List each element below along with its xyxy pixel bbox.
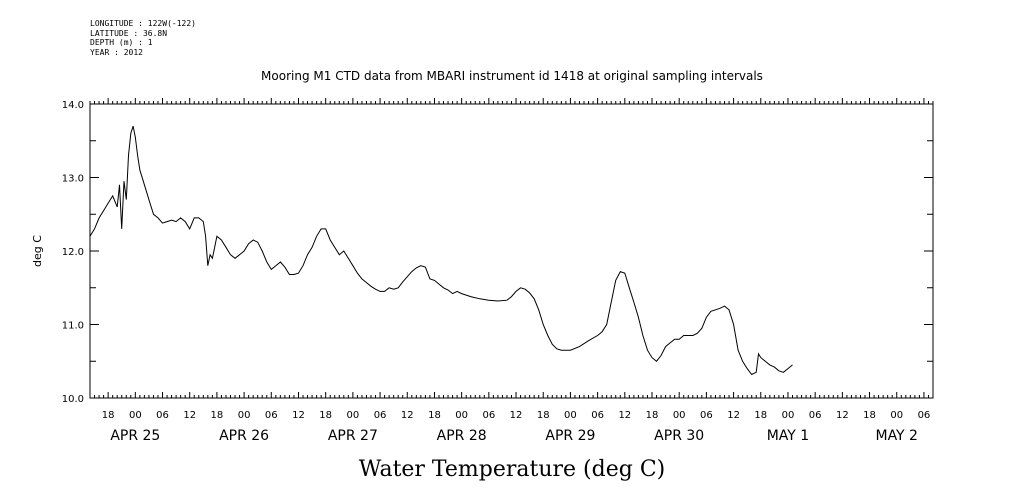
x-hour-label: 00 [782, 410, 795, 421]
y-tick-label: 13.0 [62, 174, 84, 185]
x-hour-label: 06 [809, 410, 822, 421]
x-date-label: MAY 1 [767, 428, 809, 444]
x-date-label: APR 27 [328, 428, 378, 444]
x-date-label: APR 28 [437, 428, 487, 444]
x-date-label: APR 29 [545, 428, 595, 444]
x-date-label: MAY 2 [875, 428, 917, 444]
x-hour-label: 06 [700, 410, 713, 421]
x-hour-label: 12 [292, 410, 305, 421]
longitude-label: LONGITUDE : 122W(-122) [90, 19, 196, 28]
x-hour-label: 00 [564, 410, 577, 421]
x-hour-label: 12 [401, 410, 414, 421]
year-label: YEAR : 2012 [90, 47, 143, 57]
y-tick-label: 14.0 [62, 100, 84, 111]
x-hour-label: 06 [918, 410, 931, 421]
x-hour-label: 18 [537, 410, 550, 421]
y-axis-label: deg C [31, 235, 44, 267]
x-hour-label: 18 [102, 410, 115, 421]
y-tick-label: 10.0 [62, 394, 84, 405]
x-hour-label: 18 [319, 410, 332, 421]
x-hour-label: 12 [183, 410, 196, 421]
x-hour-label: 00 [129, 410, 142, 421]
x-hour-label: 18 [646, 410, 659, 421]
x-hour-label: 00 [347, 410, 360, 421]
x-hour-label: 12 [727, 410, 740, 421]
x-date-label: APR 26 [219, 428, 269, 444]
x-hour-label: 18 [211, 410, 224, 421]
x-date-label: APR 30 [654, 428, 704, 444]
x-axis-label: Water Temperature (deg C) [359, 457, 666, 482]
x-hour-label: 18 [863, 410, 876, 421]
depth-label: DEPTH (m) : 1 [90, 38, 153, 48]
chart-title: Mooring M1 CTD data from MBARI instrumen… [261, 69, 763, 83]
latitude-label: LATITUDE : 36.8N [90, 28, 168, 38]
y-axis: 10.0 11.0 12.0 13.0 14.0 [62, 100, 933, 405]
metadata-header: LONGITUDE : 122W(-122) LATITUDE : 36.8N … [90, 19, 196, 57]
water-temperature-line [89, 125, 793, 376]
x-hour-label: 12 [618, 410, 631, 421]
y-tick-label: 12.0 [62, 247, 84, 258]
x-hour-label: 06 [591, 410, 604, 421]
x-hour-label: 06 [265, 410, 278, 421]
x-hour-label: 00 [455, 410, 468, 421]
plot-frame [89, 103, 934, 399]
x-axis: 18 00 06 12 18 00 06 12 18 00 06 12 18 00 06 12 18 00 06 12… [89, 98, 934, 444]
x-hour-label: 18 [428, 410, 441, 421]
x-hour-label: 00 [890, 410, 903, 421]
x-hour-label: 00 [238, 410, 251, 421]
x-hour-label: 12 [836, 410, 849, 421]
x-hour-label: 18 [754, 410, 767, 421]
x-hour-label: 06 [482, 410, 495, 421]
x-hour-label: 00 [673, 410, 686, 421]
x-hour-label: 06 [156, 410, 169, 421]
y-tick-label: 11.0 [62, 321, 84, 332]
x-date-label: APR 25 [110, 428, 160, 444]
x-hour-label: 06 [374, 410, 387, 421]
x-hour-label: 12 [510, 410, 523, 421]
